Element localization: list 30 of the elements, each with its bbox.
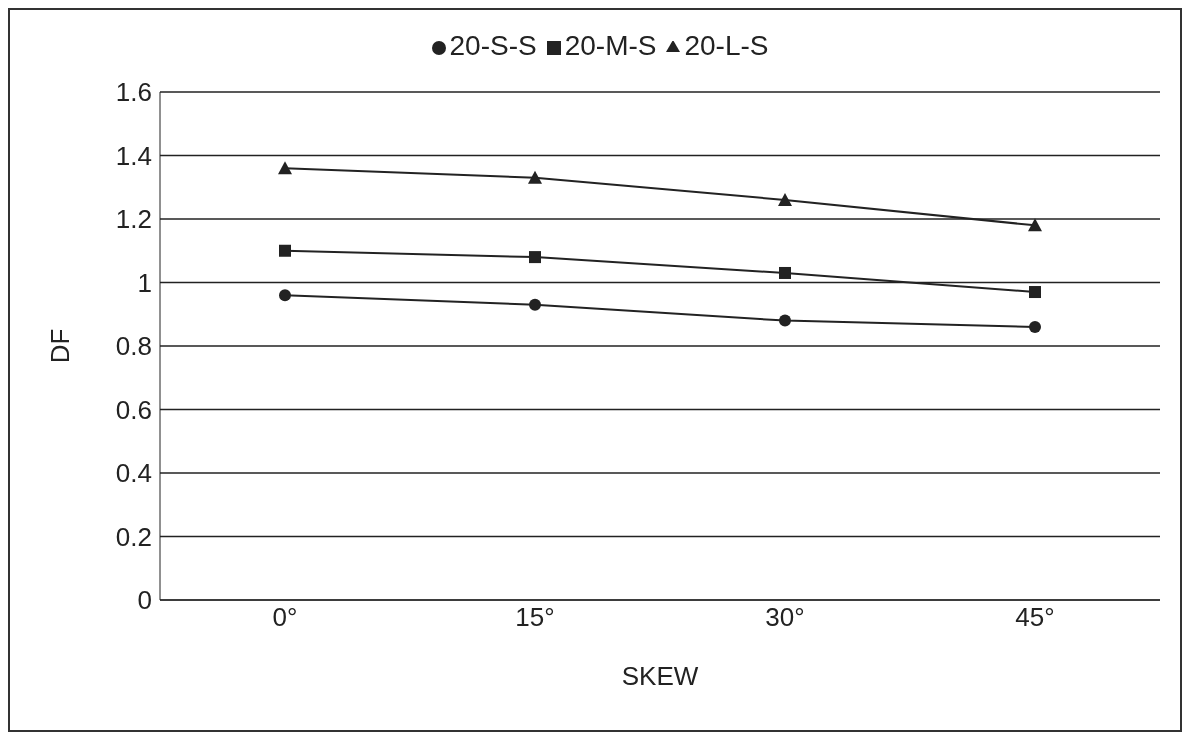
y-tick-label: 0.6 [115, 394, 152, 425]
x-tick-label: 30° [765, 602, 805, 633]
y-tick-label: 0.8 [115, 331, 152, 362]
point [779, 314, 791, 327]
point [528, 170, 542, 184]
y-tick-label: 0.4 [115, 458, 152, 489]
point [1028, 218, 1042, 232]
y-tick-label: 1.6 [115, 77, 152, 108]
point [1029, 320, 1041, 333]
x-tick-label: 15° [515, 602, 555, 633]
y-tick-label: 0.2 [115, 521, 152, 552]
legend-label: 20-S-S [449, 30, 537, 61]
x-tick-label: 0° [272, 602, 298, 633]
point [778, 192, 792, 206]
point [279, 289, 291, 302]
y-tick-label: 1 [137, 267, 152, 298]
y-tick-label: 1.2 [115, 204, 152, 235]
point [779, 266, 791, 279]
y-axis-title: DF [45, 328, 76, 364]
point [529, 298, 541, 311]
x-tick-label: 45° [1015, 602, 1055, 633]
legend-label: 20-M-S [564, 30, 657, 61]
y-tick-label: 0 [137, 585, 152, 616]
point [279, 244, 291, 257]
legend-label: 20-L-S [684, 30, 769, 61]
point [1029, 286, 1041, 299]
point [529, 251, 541, 264]
x-axis-title: SKEW [621, 661, 699, 691]
y-tick-label: 1.4 [115, 140, 152, 171]
point [278, 161, 292, 175]
